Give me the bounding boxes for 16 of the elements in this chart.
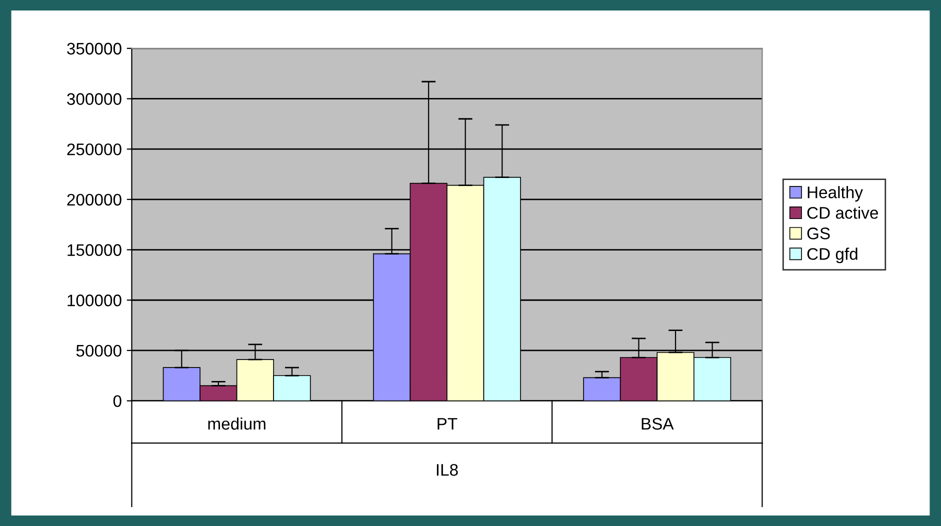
legend-label: GS (807, 228, 830, 240)
legend-label: CD active (807, 206, 878, 219)
y-tick-label: 300000 (67, 93, 122, 105)
y-tick-label: 150000 (68, 244, 122, 256)
x-tick-label: PT (438, 418, 458, 430)
y-tick-label: 250000 (67, 143, 122, 156)
y-tick-label: 100000 (68, 294, 122, 306)
y-tick-label: 50000 (76, 344, 122, 357)
y-tick-label: 200000 (67, 194, 122, 206)
x-axis-title: IL8 (436, 464, 458, 476)
y-tick-label: 0 (113, 395, 122, 408)
legend-label: CD gfd (807, 248, 858, 264)
legend-label: Healthy (808, 186, 863, 202)
x-tick-label: medium (208, 417, 266, 430)
y-tick-label: 350000 (67, 42, 122, 55)
x-tick-label: BSA (642, 418, 674, 430)
